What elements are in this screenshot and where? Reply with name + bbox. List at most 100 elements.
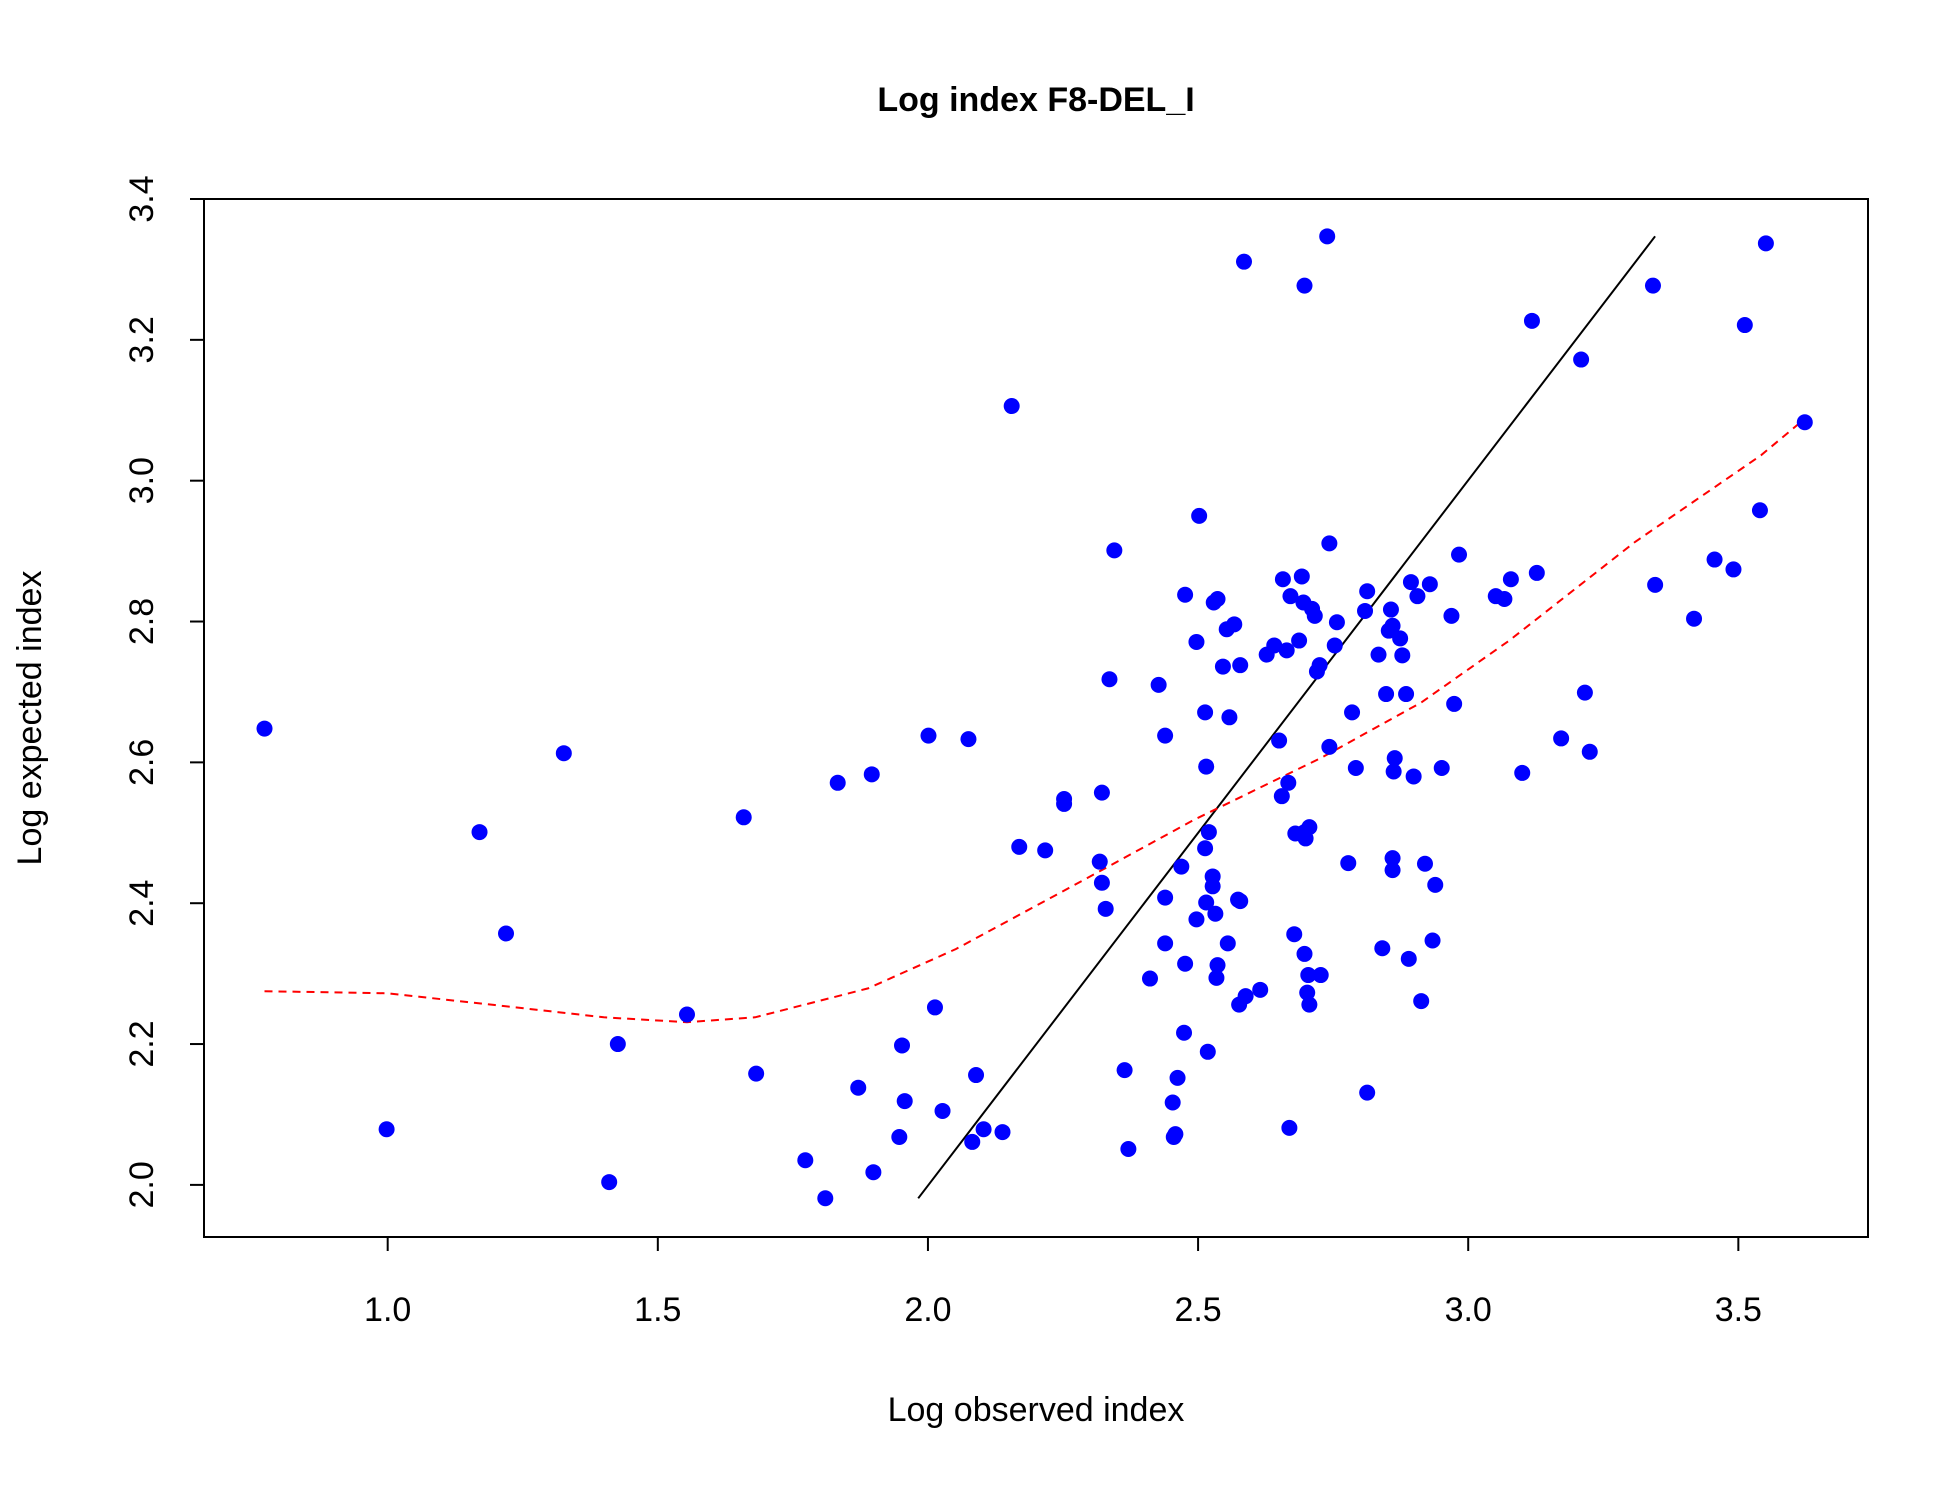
point <box>1214 658 1231 675</box>
point <box>1359 1084 1376 1101</box>
point <box>1198 894 1215 911</box>
point <box>1091 853 1108 870</box>
point <box>256 720 273 737</box>
point <box>1173 858 1190 875</box>
point <box>1306 607 1323 624</box>
point <box>1446 695 1463 712</box>
point <box>1293 568 1310 585</box>
point <box>1686 610 1703 627</box>
point <box>1106 542 1123 559</box>
point <box>1409 588 1426 605</box>
point <box>1208 969 1225 986</box>
point <box>1400 950 1417 967</box>
point <box>934 1102 951 1119</box>
point <box>1232 657 1249 674</box>
point <box>1385 763 1402 780</box>
point <box>1581 743 1598 760</box>
point <box>1274 571 1291 588</box>
point <box>1219 935 1236 952</box>
point <box>1416 855 1433 872</box>
point <box>975 1121 992 1138</box>
point <box>378 1121 395 1138</box>
point <box>1281 1119 1298 1136</box>
point <box>1523 312 1540 329</box>
x-tick-label: 2.5 <box>1174 1291 1221 1329</box>
point <box>1097 900 1114 917</box>
point <box>1424 932 1441 949</box>
point <box>1209 590 1226 607</box>
point <box>498 925 515 942</box>
x-axis-label: Log observed index <box>888 1391 1185 1429</box>
y-tick-label: 2.2 <box>123 1020 161 1067</box>
point <box>1169 1069 1186 1086</box>
point <box>1319 228 1336 245</box>
point <box>1326 637 1343 654</box>
point <box>994 1124 1011 1141</box>
x-tick-label: 1.0 <box>364 1291 411 1329</box>
point <box>471 824 488 841</box>
point <box>1236 253 1252 270</box>
y-tick-label: 3.4 <box>123 175 161 222</box>
point <box>1157 889 1174 906</box>
point <box>1421 576 1438 593</box>
x-tick-label: 1.5 <box>634 1291 681 1329</box>
point <box>1273 788 1290 805</box>
point <box>1321 535 1338 552</box>
point <box>1378 686 1395 703</box>
point <box>1357 602 1374 619</box>
point <box>863 766 880 783</box>
point <box>1644 277 1661 294</box>
point <box>1496 590 1513 607</box>
point <box>1093 784 1110 801</box>
point <box>1199 1043 1216 1060</box>
point <box>1725 561 1742 578</box>
reference-line <box>917 235 1656 1199</box>
point <box>555 745 572 762</box>
y-axis-label: Log expected index <box>11 571 49 866</box>
point <box>1413 993 1430 1010</box>
point <box>609 1036 626 1053</box>
point <box>1232 893 1249 910</box>
y-tick-label: 2.8 <box>123 598 161 645</box>
point <box>1427 876 1444 893</box>
point <box>1177 586 1194 603</box>
point <box>1384 862 1401 879</box>
point <box>1796 414 1813 431</box>
point <box>1167 1126 1184 1143</box>
point <box>1056 795 1073 812</box>
y-tick-label: 2.0 <box>123 1161 161 1208</box>
point <box>1177 955 1194 972</box>
point <box>1736 317 1753 334</box>
point <box>1402 574 1419 591</box>
point <box>865 1164 882 1181</box>
point <box>1271 732 1288 749</box>
point <box>1116 1062 1133 1079</box>
point <box>1553 730 1570 747</box>
point <box>1266 637 1283 654</box>
point <box>1576 684 1593 701</box>
x-tick-label: 3.5 <box>1715 1291 1762 1329</box>
point <box>1191 507 1208 524</box>
point <box>1384 617 1401 634</box>
point <box>1301 819 1318 836</box>
point <box>735 809 752 826</box>
point <box>926 999 943 1016</box>
point <box>1252 981 1269 998</box>
point <box>1347 759 1364 776</box>
point <box>891 1129 908 1146</box>
point <box>1157 935 1174 952</box>
point <box>960 731 977 748</box>
point <box>850 1079 867 1096</box>
plot-frame <box>203 198 1869 1238</box>
point <box>1359 583 1376 600</box>
point <box>1011 838 1028 855</box>
point <box>829 774 846 791</box>
point <box>1340 855 1357 872</box>
point <box>1157 727 1174 744</box>
y-tick-label: 2.6 <box>123 739 161 786</box>
smooth-line <box>264 417 1806 1024</box>
point <box>1398 686 1415 703</box>
point <box>1197 704 1214 721</box>
